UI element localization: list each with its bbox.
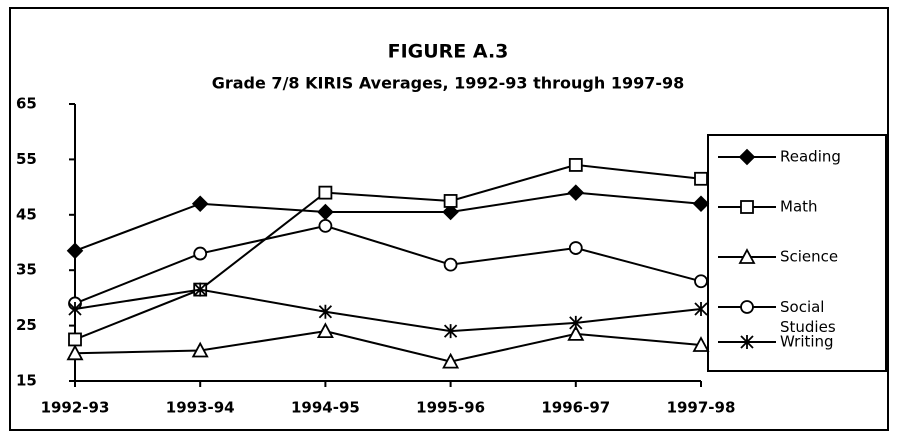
y-tick-label: 55 <box>16 150 37 168</box>
marker <box>442 352 460 369</box>
marker <box>692 336 710 352</box>
x-tick-label: 1994-95 <box>291 399 360 417</box>
marker <box>193 282 207 297</box>
marker <box>68 332 82 347</box>
x-tick-label: 1996-97 <box>541 399 610 417</box>
marker <box>68 301 82 316</box>
marker <box>191 195 209 212</box>
marker <box>567 184 585 201</box>
marker <box>694 274 708 289</box>
marker <box>567 325 585 341</box>
marker <box>193 246 208 261</box>
chart-subtitle: Grade 7/8 KIRIS Averages, 1992-93 throug… <box>212 74 685 93</box>
y-tick-label: 45 <box>16 205 37 223</box>
marker <box>316 322 334 339</box>
marker <box>740 200 754 214</box>
chart-border <box>9 7 889 431</box>
marker <box>740 335 754 349</box>
legend-label: Reading <box>780 148 841 166</box>
marker <box>443 257 458 272</box>
series-line <box>74 330 702 363</box>
y-tick-label: 25 <box>16 316 37 334</box>
legend-label: Writing <box>780 333 834 351</box>
marker <box>442 203 459 221</box>
marker <box>692 195 710 212</box>
marker <box>318 218 333 233</box>
legend-label: Social Studies <box>780 298 836 336</box>
marker <box>694 171 708 186</box>
marker <box>443 194 458 208</box>
marker <box>318 185 333 200</box>
marker <box>568 241 583 255</box>
marker <box>66 344 84 361</box>
marker <box>569 315 583 330</box>
chart-title: FIGURE A.3 <box>388 41 509 63</box>
marker <box>694 301 708 316</box>
y-tick-label: 35 <box>16 261 37 279</box>
marker <box>738 148 756 166</box>
marker <box>318 304 333 319</box>
series-line <box>74 288 702 333</box>
series-line <box>74 163 702 341</box>
x-tick-label: 1997-98 <box>667 399 736 417</box>
y-tick-label: 15 <box>16 372 37 390</box>
marker <box>191 341 209 358</box>
y-tick-label: 65 <box>16 95 37 113</box>
marker <box>740 300 754 314</box>
marker <box>568 158 583 172</box>
x-tick-label: 1993-94 <box>166 399 235 417</box>
marker <box>738 248 756 264</box>
legend-label: Math <box>780 198 818 216</box>
marker <box>66 242 84 260</box>
marker <box>443 324 458 339</box>
marker <box>317 203 334 221</box>
series-line <box>74 224 702 305</box>
legend-box <box>707 134 887 372</box>
series-line <box>74 191 702 252</box>
legend-label: Science <box>780 248 838 266</box>
x-tick-label: 1995-96 <box>416 399 485 417</box>
x-tick-label: 1992-93 <box>41 399 110 417</box>
